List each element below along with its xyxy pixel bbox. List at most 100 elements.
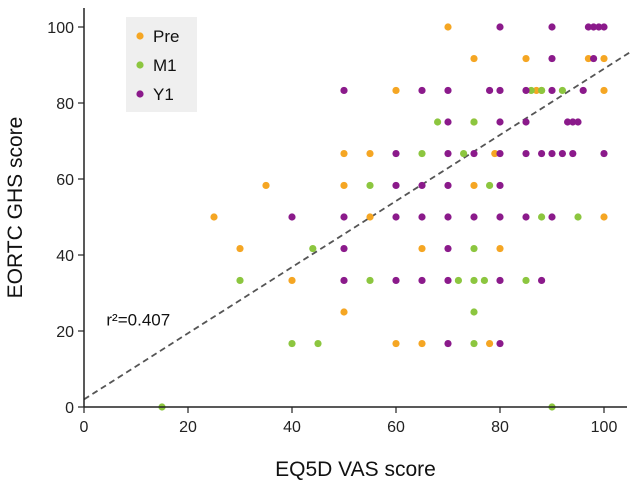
data-point-y1 <box>496 213 504 221</box>
data-point-y1 <box>486 86 494 95</box>
data-point-y1 <box>522 118 530 126</box>
data-point-y1 <box>392 276 400 285</box>
data-point-m1 <box>418 149 426 158</box>
legend-marker-y1 <box>136 90 144 98</box>
x-tick-label: 40 <box>283 419 301 436</box>
legend-marker-m1 <box>136 61 144 69</box>
data-point-y1 <box>418 181 426 190</box>
data-point-pre <box>600 213 608 221</box>
data-point-y1 <box>444 86 452 95</box>
data-point-m1 <box>558 86 567 95</box>
trendline-layer <box>83 51 630 401</box>
data-point-pre <box>418 339 426 348</box>
data-point-y1 <box>574 118 582 126</box>
annotations: r²=0.407 <box>106 311 170 330</box>
data-point-pre <box>366 149 374 158</box>
data-point-m1 <box>574 213 582 221</box>
data-point-y1 <box>548 86 556 95</box>
data-point-y1 <box>548 23 556 31</box>
x-tick-label: 0 <box>80 419 89 436</box>
series-pre <box>210 23 608 348</box>
data-point-y1 <box>470 149 478 158</box>
data-point-y1 <box>595 23 603 31</box>
x-axis-title: EQ5D VAS score <box>275 458 436 481</box>
data-point-m1 <box>470 244 478 253</box>
data-point-pre <box>491 149 499 158</box>
data-point-m1 <box>434 118 442 126</box>
data-point-y1 <box>444 118 452 126</box>
data-point-m1 <box>538 86 546 95</box>
data-point-y1 <box>444 276 452 285</box>
r-squared-annotation: r²=0.407 <box>106 311 170 330</box>
data-point-y1 <box>538 149 546 158</box>
legend-label-m1: M1 <box>153 56 177 75</box>
data-point-pre <box>522 54 530 63</box>
data-point-m1 <box>538 213 546 221</box>
data-point-y1 <box>600 23 608 31</box>
data-point-y1 <box>392 181 400 190</box>
x-tick-label: 20 <box>179 419 197 436</box>
y-tick-label: 20 <box>56 324 74 341</box>
data-point-m1 <box>470 308 478 316</box>
data-point-y1 <box>522 86 530 95</box>
data-point-m1 <box>366 181 374 190</box>
data-point-m1 <box>314 339 322 348</box>
series-y1 <box>288 23 608 348</box>
y-axis-title: EORTC GHS score <box>4 117 27 299</box>
y-tick-label: 80 <box>56 96 74 113</box>
data-point-y1 <box>590 54 598 63</box>
data-point-pre <box>236 244 244 253</box>
data-point-y1 <box>418 213 426 221</box>
points-layer <box>158 23 608 411</box>
data-point-m1 <box>527 86 535 95</box>
data-point-pre <box>532 86 541 95</box>
data-point-m1 <box>480 276 488 285</box>
data-point-pre <box>262 181 270 190</box>
data-point-m1 <box>454 276 462 285</box>
data-point-y1 <box>340 244 348 253</box>
data-point-y1 <box>548 149 556 158</box>
data-point-pre <box>584 54 593 63</box>
data-point-y1 <box>564 118 572 126</box>
data-point-pre <box>210 213 218 221</box>
data-point-pre <box>392 339 400 348</box>
data-point-y1 <box>522 213 530 221</box>
legend-marker-pre <box>136 32 144 40</box>
data-point-y1 <box>496 339 504 348</box>
data-point-y1 <box>444 213 452 221</box>
data-point-y1 <box>590 23 598 31</box>
legend: Pre M1 Y1 <box>126 17 197 112</box>
data-point-pre <box>418 244 426 253</box>
data-point-y1 <box>444 339 452 348</box>
y-tick-label: 40 <box>56 248 74 265</box>
data-point-m1 <box>470 339 478 348</box>
data-point-m1 <box>470 276 478 285</box>
data-point-y1 <box>444 181 452 190</box>
data-point-pre <box>470 54 478 63</box>
y-tick-label: 100 <box>47 20 74 37</box>
data-point-y1 <box>340 86 348 95</box>
data-point-pre <box>496 244 504 253</box>
data-point-y1 <box>418 276 426 285</box>
data-point-y1 <box>548 54 556 63</box>
data-point-pre <box>340 308 348 316</box>
data-point-y1 <box>548 213 556 221</box>
x-tick-label: 100 <box>591 419 618 436</box>
data-point-y1 <box>558 149 567 158</box>
data-point-pre <box>600 54 608 63</box>
data-point-pre <box>340 149 348 158</box>
data-point-y1 <box>392 149 400 158</box>
data-point-y1 <box>470 213 478 221</box>
data-point-pre <box>366 213 374 221</box>
data-point-y1 <box>579 86 587 95</box>
data-point-y1 <box>418 86 426 95</box>
y-tick-label: 60 <box>56 172 74 189</box>
data-point-y1 <box>496 86 504 95</box>
data-point-pre <box>444 23 452 31</box>
legend-label-pre: Pre <box>153 27 179 46</box>
data-point-pre <box>340 181 348 190</box>
data-point-y1 <box>496 149 504 158</box>
data-point-y1 <box>340 213 348 221</box>
data-point-pre <box>392 86 400 95</box>
